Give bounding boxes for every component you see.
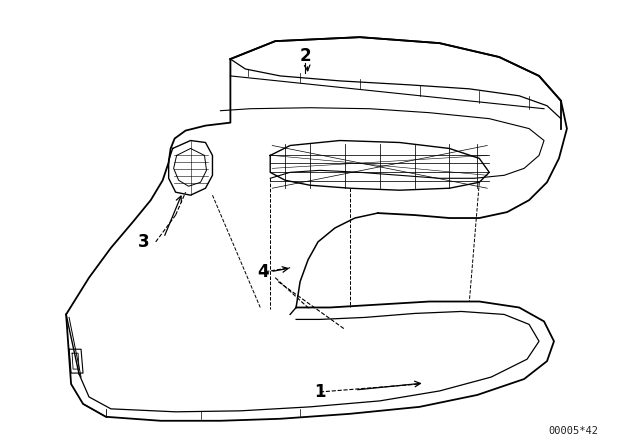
Text: 2: 2 — [300, 47, 311, 65]
Text: 1: 1 — [314, 383, 326, 401]
Text: 00005*42: 00005*42 — [548, 426, 599, 436]
Text: 3: 3 — [138, 233, 150, 251]
Text: 4: 4 — [257, 263, 269, 281]
